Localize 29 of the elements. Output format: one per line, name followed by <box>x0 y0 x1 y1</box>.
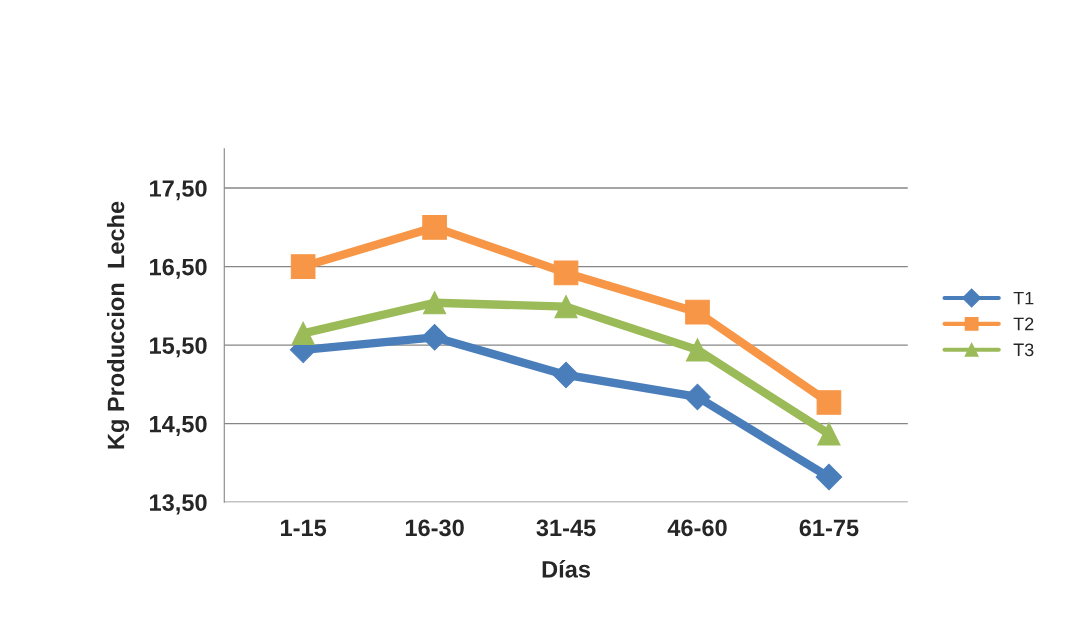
y-tick-label: 14,50 <box>150 415 207 436</box>
x-axis-title: Días <box>542 560 591 578</box>
point <box>684 383 711 411</box>
point <box>422 291 447 315</box>
point <box>685 338 710 362</box>
point <box>815 463 843 491</box>
legend-label: T2 <box>1013 317 1034 331</box>
point <box>816 390 842 415</box>
legend-label: T3 <box>1013 343 1034 357</box>
y-tick-label: 15,50 <box>150 337 207 358</box>
y-tick-label: 16,50 <box>150 258 207 279</box>
x-tick-label: 61-75 <box>799 519 859 537</box>
legend-label: T1 <box>1013 291 1034 305</box>
point <box>817 422 841 446</box>
y-tick-label: 13,50 <box>150 494 207 515</box>
x-tick-label: 46-60 <box>667 519 727 537</box>
x-tick-label: 31-45 <box>536 519 596 537</box>
point <box>553 260 579 286</box>
point <box>421 323 448 351</box>
point <box>291 321 315 345</box>
y-axis-title: Kg Produccion Leche <box>106 201 130 449</box>
x-tick-label: 1-15 <box>281 519 327 537</box>
point <box>685 299 710 325</box>
point <box>422 215 447 240</box>
y-tick-label: 17,50 <box>150 180 207 201</box>
x-tick-label: 16-30 <box>405 519 464 537</box>
point <box>552 361 580 389</box>
point <box>554 295 578 319</box>
point <box>290 254 316 279</box>
